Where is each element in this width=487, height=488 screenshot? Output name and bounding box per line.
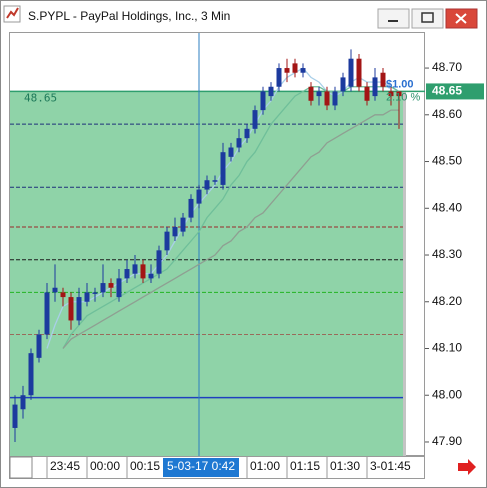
candle-body [380,72,386,87]
candle-body [212,180,218,182]
x-tick-label: 01:00 [250,459,280,473]
candle-body [116,278,122,298]
candle-body [180,217,186,232]
candle-body [164,231,170,251]
y-tick-label: 48.40 [432,200,462,214]
crosshair-badge [163,458,239,477]
price-axis [425,33,486,456]
change-pct-text: 2.10 % [386,91,420,103]
candle-body [236,138,242,148]
candle-body [156,250,162,274]
window-title: S.PYPL - PayPal Holdings, Inc., 3 Min [28,9,230,23]
candle-body [220,152,226,185]
candle-body [372,77,378,97]
candle-body [132,264,138,274]
y-tick-label: 47.90 [432,434,462,448]
last-price-label: 48.65 [432,84,462,98]
candle-body [148,273,154,279]
change-text: $1.00 [386,78,414,90]
corner-box[interactable] [9,456,33,479]
candle-body [396,91,402,97]
candle-body [356,58,362,87]
x-tick-label: 01:30 [330,459,360,473]
x-tick-label: 00:15 [130,459,160,473]
candle-body [300,68,306,73]
x-tick-label: 23:45 [50,459,80,473]
candle-body [332,91,338,106]
y-tick-label: 48.30 [432,247,462,261]
candle-body [324,91,330,106]
y-tick-label: 48.60 [432,107,462,121]
candle-body [108,283,114,288]
candle-body [196,189,202,204]
y-tick-label: 48.50 [432,154,462,168]
y-tick-label: 48.00 [432,387,462,401]
zone-edge [403,91,406,456]
candle-body [52,287,58,293]
y-tick-label: 48.10 [432,341,462,355]
minimize-button[interactable] [377,8,410,29]
candle-body [268,86,274,97]
candle-body [172,226,178,237]
last-price-text: 48.65 [24,91,57,104]
candle-body [84,292,90,302]
y-tick-label: 48.70 [432,60,462,74]
candle-body [276,68,282,87]
candle-body [348,58,354,87]
candle-body [292,63,298,73]
candle-body [340,77,346,92]
candle-body [60,292,66,298]
x-tick-label: 00:00 [90,459,120,473]
crosshair-label: 5-03-17 0:42 [167,459,235,473]
last-price-badge [426,83,484,100]
price-zone [10,91,403,456]
candle-body [260,91,266,111]
candle-body [92,292,98,294]
candle-body [100,283,106,293]
candle-body [12,404,18,428]
candle-body [308,86,314,101]
x-tick-label: 01:15 [290,459,320,473]
candle-body [244,128,250,139]
x-tick-label: 3-01:45 [370,459,411,473]
candle-body [204,180,210,190]
close-button[interactable] [445,8,478,29]
candle-body [284,68,290,73]
candle-body [28,353,34,396]
candle-body [44,292,50,335]
candle-body [388,91,394,97]
candle-body [188,198,194,218]
candle-body [124,269,130,279]
candle-body [316,91,322,97]
candle-body [364,86,370,101]
maximize-button[interactable] [411,8,444,29]
candle-body [76,297,82,321]
candle-body [228,147,234,157]
candle-body [68,297,74,321]
candle-body [140,264,146,279]
scroll-arrow[interactable] [458,459,476,475]
y-tick-label: 48.20 [432,294,462,308]
candle-body [252,110,258,129]
candle-body [20,395,26,410]
app-icon-glyph [6,7,19,19]
moving-average [62,109,399,349]
candle-body [36,334,42,358]
